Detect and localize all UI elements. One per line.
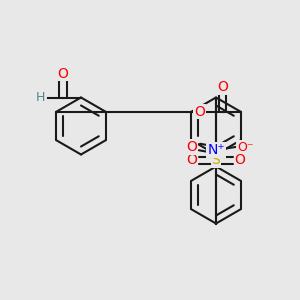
Text: O⁻: O⁻ (237, 140, 253, 154)
Text: O: O (217, 80, 228, 94)
Text: O: O (186, 140, 197, 154)
Text: N⁺: N⁺ (207, 143, 225, 157)
Text: O: O (58, 67, 68, 80)
Text: O: O (187, 154, 197, 167)
Text: O: O (194, 105, 205, 119)
Text: H: H (36, 91, 45, 104)
Text: S: S (212, 154, 220, 167)
Text: O: O (235, 154, 245, 167)
